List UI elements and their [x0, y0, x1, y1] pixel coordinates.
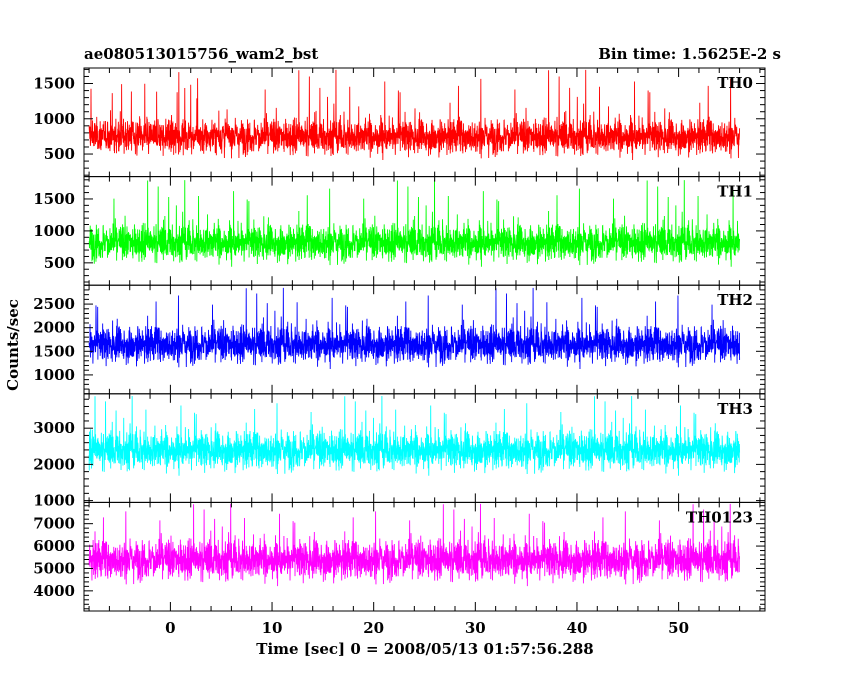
y-tick-label: 1500 [33, 190, 75, 208]
bin-time-label: Bin time: 1.5625E-2 s [598, 45, 781, 63]
y-tick-label: 1500 [33, 342, 75, 360]
x-tick-label: 0 [165, 619, 175, 637]
y-tick-label: 5000 [33, 559, 75, 577]
panel-th0123: 4000 5000 6000 7000 TH0123 [33, 501, 766, 612]
panel-frame [83, 501, 766, 612]
y-tick-label: 4000 [33, 582, 75, 600]
x-tick-label: 30 [465, 619, 486, 637]
y-tick-label: 1500 [33, 75, 75, 93]
series-line-th0 [88, 69, 741, 160]
panel-th2: 1000 1500 2000 2500 TH2 [33, 284, 766, 395]
channel-label-th0123: TH0123 [686, 508, 753, 526]
y-tick-label: 1000 [33, 222, 75, 240]
series-line-th0123 [88, 503, 741, 587]
y-tick-label: 2000 [33, 455, 75, 473]
x-axis-label: Time [sec] 0 = 2008/05/13 01:57:56.288 [256, 640, 593, 658]
chart-title: ae080513015756_wam2_bst [84, 45, 319, 63]
y-axis-label: Counts/sec [4, 299, 22, 391]
series-line-th3 [88, 395, 741, 476]
channel-label-th0: TH0 [717, 74, 753, 92]
y-tick-label: 6000 [33, 537, 75, 555]
y-tick-label: 1000 [33, 492, 75, 510]
panel-frame [83, 67, 766, 178]
y-tick-label: 7000 [33, 515, 75, 533]
y-tick-label: 1000 [33, 110, 75, 128]
y-tick-label: 500 [44, 254, 75, 272]
channel-label-th2: TH2 [717, 291, 753, 309]
y-tick-label: 2500 [33, 295, 75, 313]
panel-th0: 500 1000 1500 TH0 [33, 67, 766, 178]
panel-th3: 1000 2000 3000 TH3 [33, 393, 766, 510]
y-tick-label: 2000 [33, 319, 75, 337]
y-tick-label: 3000 [33, 419, 75, 437]
x-tick-label: 10 [262, 619, 283, 637]
x-tick-label: 20 [363, 619, 384, 637]
y-tick-label: 500 [44, 145, 75, 163]
series-line-th2 [88, 287, 741, 369]
channel-label-th1: TH1 [717, 183, 753, 201]
panel-th1: 500 1000 1500 TH1 [33, 176, 766, 286]
x-tick-label: 50 [668, 619, 689, 637]
channel-label-th3: TH3 [717, 400, 753, 418]
x-tick-label: 40 [567, 619, 588, 637]
y-tick-label: 1000 [33, 366, 75, 384]
series-line-th1 [88, 180, 741, 267]
